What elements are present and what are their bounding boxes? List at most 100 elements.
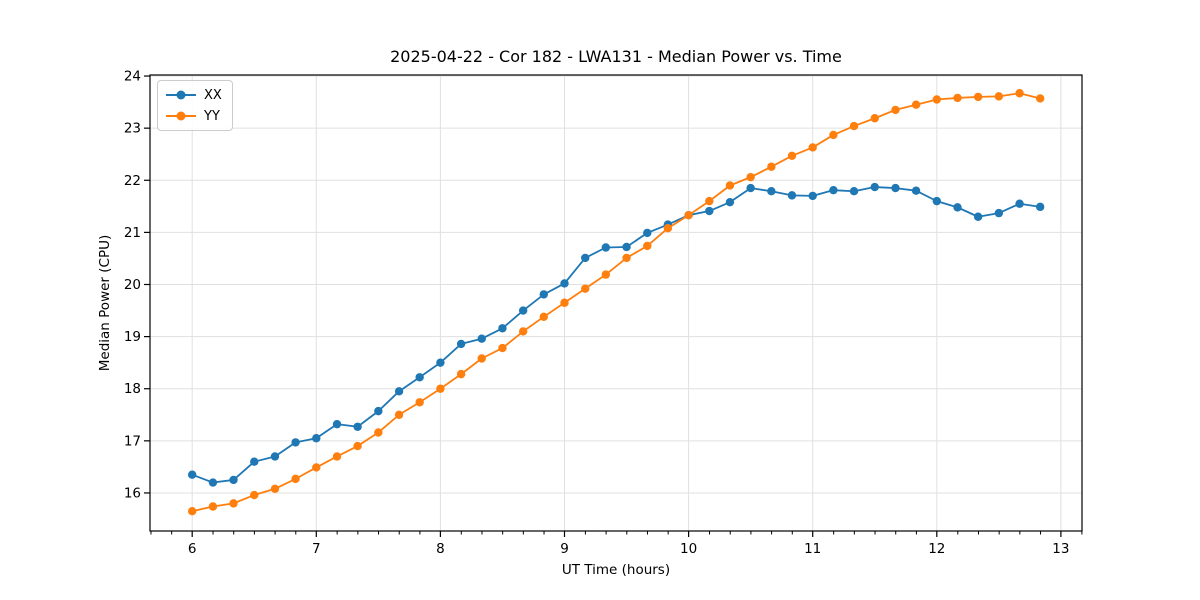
data-point-xx bbox=[829, 185, 838, 195]
data-point-xx bbox=[374, 406, 383, 416]
legend-label-yy: YY bbox=[204, 108, 220, 124]
legend-line-marker-yy-icon bbox=[166, 111, 196, 121]
data-point-xx bbox=[1035, 202, 1045, 212]
data-point-yy bbox=[973, 92, 983, 102]
data-point-yy bbox=[643, 241, 652, 251]
data-point-yy bbox=[808, 143, 817, 152]
x-tick-label: 12 bbox=[928, 541, 945, 557]
data-point-yy bbox=[767, 162, 776, 171]
data-point-yy bbox=[229, 499, 238, 508]
x-tick-label: 10 bbox=[680, 541, 697, 557]
data-point-xx bbox=[725, 197, 735, 207]
x-tick-label: 6 bbox=[188, 541, 197, 557]
data-point-xx bbox=[229, 475, 238, 485]
data-point-xx bbox=[456, 339, 466, 349]
legend-item-yy: YY bbox=[166, 107, 222, 125]
data-point-xx bbox=[208, 478, 218, 487]
data-point-xx bbox=[415, 373, 424, 382]
data-point-xx bbox=[312, 434, 321, 443]
data-point-xx bbox=[518, 306, 528, 315]
data-point-xx bbox=[394, 387, 404, 396]
y-tick-label: 23 bbox=[124, 121, 141, 137]
data-point-yy bbox=[787, 151, 797, 160]
data-point-yy bbox=[1035, 94, 1045, 103]
y-tick-label: 20 bbox=[124, 277, 141, 293]
data-point-yy bbox=[353, 441, 362, 451]
data-point-xx bbox=[601, 243, 611, 252]
x-tick-label: 9 bbox=[560, 541, 569, 557]
data-point-yy bbox=[622, 253, 631, 263]
data-point-yy bbox=[436, 384, 445, 393]
data-point-yy bbox=[477, 354, 486, 363]
data-point-xx bbox=[705, 206, 714, 216]
data-point-yy bbox=[746, 172, 755, 182]
data-point-xx bbox=[291, 438, 300, 447]
data-point-yy bbox=[208, 502, 218, 511]
legend-line-marker-xx-icon bbox=[166, 90, 196, 100]
data-point-yy bbox=[291, 474, 300, 484]
data-point-yy bbox=[250, 490, 259, 500]
legend-item-xx: XX bbox=[166, 86, 222, 104]
chart-title: 2025-04-22 - Cor 182 - LWA131 - Median P… bbox=[390, 47, 842, 66]
x-tick-label: 7 bbox=[312, 541, 321, 557]
data-point-yy bbox=[870, 114, 879, 123]
y-tick-label: 24 bbox=[124, 69, 141, 85]
data-point-xx bbox=[353, 422, 362, 431]
data-point-yy bbox=[581, 284, 590, 293]
data-point-xx bbox=[767, 187, 776, 196]
y-tick-label: 19 bbox=[124, 329, 141, 345]
data-point-xx bbox=[332, 419, 342, 429]
data-point-yy bbox=[312, 463, 321, 472]
data-point-xx bbox=[477, 334, 486, 343]
data-point-xx bbox=[746, 183, 755, 193]
x-axis-label: UT Time (hours) bbox=[561, 562, 671, 578]
data-point-yy bbox=[187, 506, 197, 516]
data-point-yy bbox=[270, 484, 280, 493]
data-point-xx bbox=[953, 203, 962, 212]
y-axis-label: Median Power (CPU) bbox=[97, 234, 113, 372]
data-point-yy bbox=[498, 343, 507, 353]
data-point-xx bbox=[436, 358, 445, 367]
y-tick-label: 21 bbox=[124, 225, 141, 241]
data-point-yy bbox=[911, 100, 921, 109]
data-point-yy bbox=[953, 93, 962, 103]
data-point-yy bbox=[374, 428, 383, 437]
data-point-xx bbox=[808, 191, 817, 201]
data-point-xx bbox=[581, 253, 590, 263]
data-point-yy bbox=[849, 121, 859, 131]
y-tick-label: 16 bbox=[124, 485, 141, 501]
data-point-xx bbox=[498, 324, 507, 333]
data-point-yy bbox=[891, 105, 900, 115]
data-point-yy bbox=[994, 92, 1004, 101]
data-point-yy bbox=[684, 210, 693, 220]
data-point-yy bbox=[518, 327, 528, 336]
series-line-yy bbox=[191, 92, 1042, 513]
data-point-xx bbox=[849, 187, 859, 196]
legend: XX YY bbox=[157, 80, 233, 131]
data-point-xx bbox=[187, 470, 197, 479]
data-point-xx bbox=[870, 182, 879, 192]
data-point-xx bbox=[973, 212, 983, 221]
data-point-yy bbox=[456, 369, 466, 379]
data-point-xx bbox=[994, 208, 1004, 218]
data-point-xx bbox=[270, 452, 280, 461]
data-point-xx bbox=[1015, 199, 1024, 208]
x-tick-label: 11 bbox=[804, 541, 821, 557]
data-point-yy bbox=[663, 224, 673, 233]
data-point-xx bbox=[250, 457, 259, 466]
data-point-xx bbox=[643, 228, 652, 238]
data-point-yy bbox=[415, 398, 424, 407]
data-point-xx bbox=[787, 191, 797, 200]
data-point-yy bbox=[332, 452, 342, 461]
data-point-xx bbox=[932, 196, 942, 206]
x-tick-label: 8 bbox=[436, 541, 445, 557]
axes-spines bbox=[149, 74, 1083, 532]
x-tick-label: 13 bbox=[1052, 541, 1069, 557]
data-point-yy bbox=[394, 410, 404, 419]
data-point-yy bbox=[560, 298, 569, 307]
data-point-yy bbox=[725, 181, 735, 190]
legend-label-xx: XX bbox=[204, 87, 222, 103]
data-point-xx bbox=[539, 290, 548, 299]
y-tick-label: 17 bbox=[124, 433, 141, 449]
